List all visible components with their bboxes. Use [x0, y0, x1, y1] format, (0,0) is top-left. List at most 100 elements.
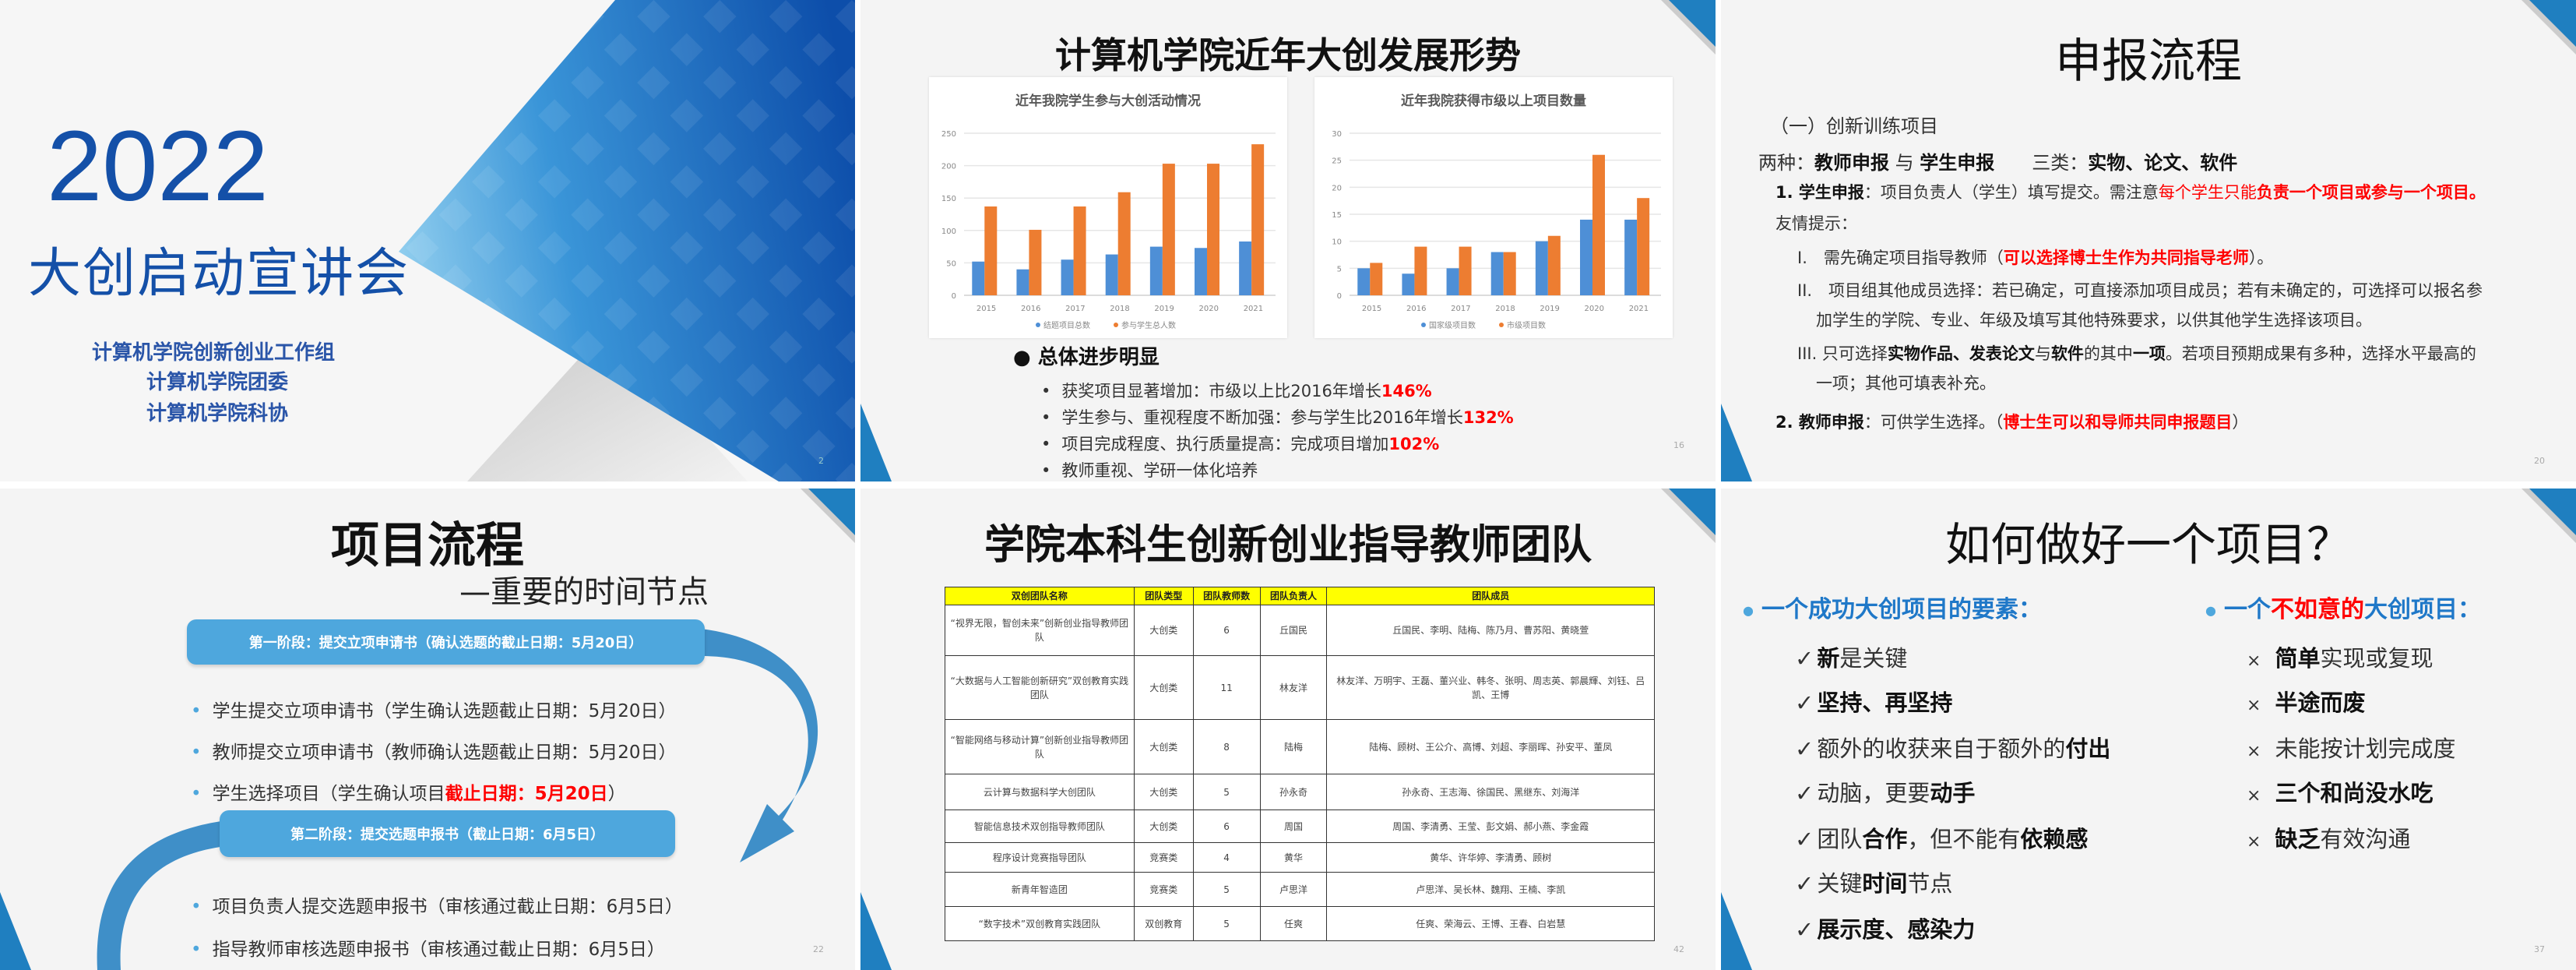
text-segment: 付出 — [2065, 735, 2111, 762]
bar-orange — [984, 206, 998, 295]
slide-teacher-teams[interactable]: 学院本科生创新创业指导教师团队 双创团队名称 团队类型 团队教师数 团队负责人 团队成员… — [860, 489, 1716, 970]
legend-swatch — [1499, 323, 1504, 327]
slide-trends[interactable]: 计算机学院近年大创发展形势 近年我院学生参与大创活动情况 0 50 100 150 200… — [860, 0, 1716, 481]
summary-bullet: • 教师重视、学研一体化培养 — [1041, 458, 1258, 481]
check-icon: ✓ — [1795, 735, 1814, 762]
corner-decoration — [2521, 489, 2576, 543]
slide-title: 计算机学院近年大创发展形势 — [1055, 34, 1521, 76]
text-segment: 教师重视、学研一体化培养 — [1061, 461, 1258, 480]
y-tick-label: 250 — [941, 130, 956, 139]
legend-label: 国家级项目数 — [1429, 320, 1476, 330]
bar-blue — [1239, 241, 1252, 295]
text-segment: 实物、论文、软件 — [2088, 152, 2238, 174]
text-segment: ：项目负责人（学生）填写提交。需注意 — [1863, 183, 2159, 202]
bar-orange — [1459, 246, 1472, 295]
process-line: I. 需先确定项目指导教师（可以选择博士生作为共同指导老师）。 — [1797, 245, 2273, 269]
text-segment: 学生参与、重视程度不断加强：参与学生比2016年增长 — [1061, 408, 1463, 427]
y-tick-label: 20 — [1332, 184, 1342, 192]
text-segment: 动脑，更要 — [1817, 780, 1930, 806]
text-segment: 时间 — [1862, 870, 1908, 897]
text-segment: 坚持、再坚持 — [1817, 690, 1953, 716]
org-1: 计算机学院创新创业工作组 — [92, 341, 336, 365]
text-segment: ） — [607, 784, 626, 804]
slide-application-process[interactable]: 申报流程 （一）创新训练项目两种：教师申报 与 学生申报 三类：实物、论文、软件… — [1721, 0, 2576, 481]
bar-blue — [1535, 241, 1548, 295]
text-segment: 102% — [1388, 435, 1440, 453]
text-segment: 教师申报 — [1814, 152, 1889, 174]
slide-how-to-succeed[interactable]: 如何做好一个项目？ ● 一个成功大创项目的要素： ● 一个不如意的大创项目： ✓ 新是关键… — [1721, 489, 2576, 970]
text-segment: 截止日期：5月20日 — [445, 784, 608, 804]
stage-2-banner: 第二阶段：提交选题申报书（截止日期：6月5日） — [220, 810, 675, 857]
table-cell: 大创类 — [1133, 774, 1194, 810]
chart-projects: 近年我院获得市级以上项目数量 0 5 10 15 20 25 30 2015 2016 2017 20… — [1314, 77, 1673, 338]
bar-orange — [1029, 229, 1042, 295]
table-cell: 丘国民、李明、陆梅、陈乃月、曹苏阳、黄晓萱 — [1326, 605, 1655, 656]
text-segment: 学生提交立项申请书（学生确认选题截止日期：5月20日） — [212, 701, 677, 721]
table-cell: 周国、李清勇、王莹、彭文娟、郝小燕、李金霞 — [1326, 810, 1655, 843]
text-segment: 。若项目预期成果有多种，选择水平最高的 — [2165, 344, 2476, 363]
table-cell: 智能信息技术双创指导教师团队 — [945, 810, 1135, 843]
bar-blue — [1402, 273, 1415, 295]
bar-blue — [972, 261, 985, 295]
x-tick-label: 2018 — [1495, 305, 1515, 313]
bar-blue — [1490, 252, 1504, 295]
text-segment: 三类： — [1994, 152, 2089, 174]
stage-1-item: • 学生提交立项申请书（学生确认选题截止日期：5月20日） — [191, 696, 676, 722]
x-tick-label: 2020 — [1199, 305, 1219, 313]
y-tick-label: 0 — [952, 292, 956, 301]
bullet-icon: • — [191, 897, 202, 917]
x-tick-label: 2019 — [1540, 305, 1559, 313]
slide-title[interactable]: 2022 大创启动宣讲会 计算机学院创新创业工作组 计算机学院团委 计算机学院科… — [0, 0, 855, 481]
bar-orange — [1370, 263, 1383, 295]
text-segment: 未能按计划完成度 — [2275, 735, 2456, 762]
summary-bullet: • 项目完成程度、执行质量提高：完成项目增加102% — [1041, 432, 1439, 455]
check-icon: ✓ — [1795, 916, 1814, 943]
text-segment: 教师提交立项申请书（教师确认选题截止日期：5月20日） — [212, 742, 677, 763]
bar-orange — [1503, 252, 1516, 295]
column-header: 团队类型 — [1133, 587, 1194, 605]
process-line: 一项；其他可填表补充。 — [1816, 371, 1996, 394]
text-segment: 动手 — [1930, 780, 1976, 806]
stage-2-item: • 指导教师审核选题申报书（审核通过截止日期：6月5日） — [191, 934, 665, 961]
text-segment: I. 需先确定项目指导教师（ — [1797, 249, 2004, 267]
process-line: 友情提示： — [1775, 211, 1857, 235]
stage-1-banner: 第一阶段：提交立项申请书（确认选题的截止日期：5月20日） — [187, 619, 705, 665]
x-tick-label: 2016 — [1406, 305, 1426, 313]
text-segment: 146% — [1381, 382, 1432, 400]
table-row: “视界无限，智创未来”创新创业指导教师团队 大创类 6 丘国民 丘国民、李明、陆梅、陈乃… — [945, 605, 1655, 656]
slide-project-timeline[interactable]: 项目流程 —重要的时间节点 第一阶段：提交立项申请书（确认选题的截止日期：5月2… — [0, 489, 855, 970]
slide-title: 申报流程 — [2055, 34, 2242, 89]
text-segment: 项目完成程度、执行质量提高：完成项目增加 — [1061, 435, 1389, 453]
x-tick-label: 2021 — [1244, 305, 1263, 313]
bullet-icon: ● — [1743, 603, 1754, 618]
text-segment: （一）创新训练项目 — [1770, 115, 1938, 137]
text-segment: 一项；其他可填表补充。 — [1816, 374, 1996, 393]
text-segment: 节点 — [1907, 870, 1953, 897]
process-line: 1. 学生申报：项目负责人（学生）填写提交。需注意每个学生只能负责一个项目或参与… — [1775, 180, 2486, 203]
table-cell: 卢思洋、吴长林、魏翔、王楠、李凯 — [1326, 872, 1655, 907]
table-cell: 周国 — [1259, 810, 1328, 843]
y-tick-label: 30 — [1332, 130, 1342, 139]
text-segment: 的其中 — [2083, 344, 2133, 363]
table-cell: 林友洋、万明宇、王磊、董兴业、韩冬、张明、周志英、郭晨輝、刘钰、吕凯、王博 — [1326, 655, 1655, 720]
text-segment: 实物作品、发表论文 — [1887, 344, 2035, 363]
text-segment: 展示度、感染力 — [1817, 916, 1976, 943]
y-tick-label: 10 — [1332, 238, 1342, 247]
legend-label: 市级项目数 — [1507, 320, 1546, 330]
text-segment: III. 只可选择 — [1797, 344, 1888, 363]
table-row: “大数据与人工智能创新研究”双创教育实践团队 大创类 11 林友洋 林友洋、万明宇、王磊… — [945, 655, 1655, 720]
slide-title: 项目流程 — [330, 517, 524, 573]
x-tick-label: 2019 — [1154, 305, 1174, 313]
legend-swatch — [1036, 323, 1040, 327]
x-tick-label: 2021 — [1629, 305, 1649, 313]
process-line: 两种：教师申报 与 学生申报 三类：实物、论文、软件 — [1758, 147, 2237, 175]
stage-2-item: • 项目负责人提交选题申报书（审核通过截止日期：6月5日） — [191, 891, 683, 918]
table-cell: 卢思洋 — [1259, 872, 1328, 907]
success-factor: ✓ 额外的收获来自于额外的付出 — [1795, 731, 2110, 764]
table-row: “智能网络与移动计算”创新创业指导教师团队 大创类 8 陆梅 陆梅、顾树、王公介、高博、… — [945, 719, 1655, 774]
text-segment: 132% — [1462, 408, 1514, 427]
bar-orange — [1073, 206, 1086, 295]
text-segment: 关键 — [1817, 870, 1863, 897]
chart-title: 近年我院学生参与大创活动情况 — [1015, 93, 1201, 109]
text-segment: 博士生可以和导师共同申报题目 — [2003, 413, 2233, 432]
